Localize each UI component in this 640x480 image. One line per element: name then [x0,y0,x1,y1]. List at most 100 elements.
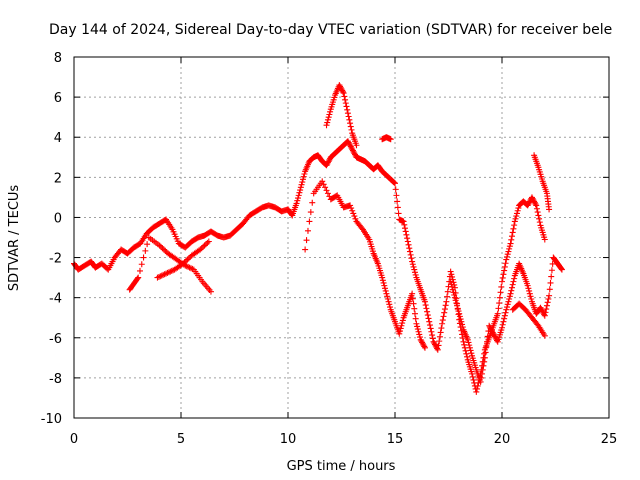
y-tick-label: 8 [54,51,62,66]
data-point [396,328,403,335]
data-point [526,287,533,294]
data-point [541,332,548,339]
data-point [393,192,400,199]
data-point [402,228,409,235]
data-point [533,205,540,212]
data-point [532,201,539,208]
data-point [296,189,303,196]
data-point [346,116,353,123]
data-point [189,265,196,272]
data-point [537,304,544,311]
data-point [412,271,419,278]
data-point [495,305,502,312]
data-point [526,199,533,206]
data-point [384,296,391,303]
data-point [501,267,508,274]
data-point [447,278,454,285]
data-point [420,342,427,349]
data-point [348,144,355,151]
data-point [347,142,354,149]
data-point [546,206,553,213]
data-point [158,243,165,250]
data-point [454,305,461,312]
data-point [466,344,473,351]
data-point [511,222,518,229]
data-point [379,277,386,284]
series-lower_branch [126,134,565,385]
series-peak [323,82,360,149]
data-point [325,158,332,165]
data-points [71,82,565,395]
x-tick-label: 15 [387,432,404,447]
data-point [504,251,511,258]
data-point [502,309,509,316]
data-point [484,333,491,340]
data-point [180,260,187,267]
data-point [320,181,327,188]
data-point [307,209,314,216]
data-point [548,273,555,280]
data-point [534,321,541,328]
data-point [348,126,355,133]
data-point [409,258,416,265]
data-point [207,288,214,295]
data-point [510,278,517,285]
data-point [535,212,542,219]
data-point [397,325,404,332]
data-point [399,317,406,324]
data-point [448,281,455,288]
data-point [531,198,538,205]
data-point [490,330,497,337]
data-point [340,90,347,97]
data-point [510,225,517,232]
data-point [426,318,433,325]
data-point [447,268,454,275]
data-point [167,268,174,275]
data-point [438,325,445,332]
data-point [467,347,474,354]
data-point [298,181,305,188]
data-point [508,233,515,240]
data-point [508,236,515,243]
data-point [410,263,417,270]
x-axis-label: GPS time / hours [287,459,396,474]
data-point [345,113,352,120]
data-point [430,338,437,345]
data-point [409,295,416,302]
data-point [326,156,333,163]
data-point [457,316,464,323]
data-point [205,238,212,245]
data-point [156,242,163,249]
data-point [479,366,486,373]
data-point [501,263,508,270]
data-point [348,205,355,212]
data-point [511,218,518,225]
data-point [409,261,416,268]
data-point [387,304,394,311]
data-point [491,333,498,340]
data-point [464,336,471,343]
data-point [484,338,491,345]
data-point [157,273,164,280]
y-tick-label: -4 [49,292,62,307]
data-point [469,370,476,377]
data-point [437,329,444,336]
data-point [299,176,306,183]
data-point [487,325,494,332]
data-point [165,269,172,276]
data-point [494,310,501,317]
data-point [342,100,349,107]
data-point [482,349,489,356]
data-point [407,251,414,258]
data-point [297,184,304,191]
data-point [455,308,462,315]
data-point [299,179,306,186]
data-point [466,342,473,349]
data-point [303,237,310,244]
y-tick-label: -6 [49,332,62,347]
x-tick-label: 25 [601,432,618,447]
data-point [444,293,451,300]
data-point [443,298,450,305]
data-point [450,289,457,296]
data-point [507,240,514,247]
